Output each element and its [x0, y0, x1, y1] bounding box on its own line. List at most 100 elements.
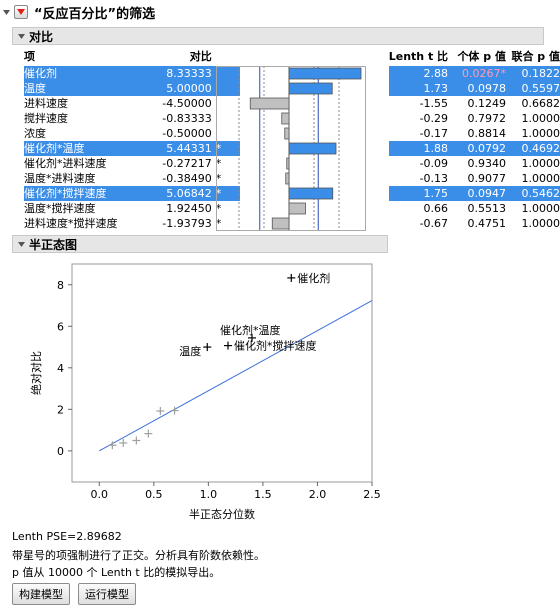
data-point[interactable]: [144, 429, 153, 438]
table-row[interactable]: 催化剂 8.33333 2.88 0.0267* 0.1822: [24, 66, 560, 81]
point-label: 催化剂*搅拌速度: [234, 339, 317, 353]
contrast-cell: -1.93793: [162, 217, 212, 230]
red-triangle-icon: [17, 9, 25, 15]
contrast-bar: [288, 82, 333, 95]
table-row[interactable]: 进料速度 -4.50000 -1.55 0.1249 0.6682: [24, 96, 560, 111]
table-row[interactable]: 催化剂*搅拌速度 5.06842 * 1.75 0.0947 0.5462: [24, 186, 560, 201]
indiv-p-cell: 0.1249: [467, 97, 506, 110]
term-cell: 温度*进料速度: [24, 172, 96, 185]
lenth-pse-text: Lenth PSE=2.89682: [12, 530, 122, 543]
contrast-cell: 8.33333: [145, 66, 212, 81]
point-label: 温度: [179, 344, 201, 358]
contrast-cell: 1.92450: [166, 202, 212, 215]
lenth-t-cell: 1.73: [388, 81, 449, 96]
contrast-bar: [281, 112, 290, 125]
lenth-t-cell: 1.88: [388, 141, 449, 156]
simul-p-cell: 0.4692: [505, 141, 560, 156]
data-point[interactable]: [287, 273, 296, 282]
indiv-p-cell: 0.9077: [467, 172, 506, 185]
red-triangle-menu-button[interactable]: [14, 5, 28, 19]
contrast-section-header[interactable]: 对比: [12, 27, 544, 45]
lenth-t-cell: -0.67: [419, 217, 449, 230]
orthogonal-star-cell: [211, 81, 240, 96]
simul-p-cell: 1.0000: [521, 112, 560, 125]
point-label: 催化剂*温度: [220, 323, 281, 337]
col-header-lenth-t[interactable]: Lenth t 比: [388, 50, 449, 63]
table-row[interactable]: 浓度 -0.50000 -0.17 0.8814 1.0000: [24, 126, 560, 141]
contrast-bar: [288, 202, 306, 215]
table-row[interactable]: 温度*搅拌速度 1.92450 * 0.66 0.5513 1.0000: [24, 201, 560, 216]
y-tick-label: 8: [57, 279, 64, 292]
table-row[interactable]: 搅拌速度 -0.83333 -0.29 0.7972 1.0000: [24, 111, 560, 126]
table-row[interactable]: 温度 5.00000 1.73 0.0978 0.5597: [24, 81, 560, 96]
indiv-p-cell: 0.0792: [448, 141, 506, 156]
simul-p-cell: 0.6682: [521, 97, 560, 110]
col-header-contrast[interactable]: 对比: [189, 50, 212, 63]
contrast-bar: [288, 142, 337, 155]
y-tick-label: 6: [57, 320, 64, 333]
simul-p-cell: 1.0000: [521, 172, 560, 185]
term-cell: 催化剂*温度: [24, 141, 146, 156]
data-point[interactable]: [248, 333, 256, 342]
orthogonal-star-cell: *: [211, 186, 240, 201]
indiv-p-cell: 0.0267*: [448, 66, 506, 81]
bar-chart-frame: [216, 66, 366, 231]
y-tick-label: 4: [57, 362, 64, 375]
table-row[interactable]: 进料速度*搅拌速度 -1.93793 * -0.67 0.4751 1.0000: [24, 216, 560, 231]
indiv-p-cell: 0.0947: [448, 186, 506, 201]
table-row[interactable]: 催化剂*温度 5.44331 * 1.88 0.0792 0.4692: [24, 141, 560, 156]
indiv-p-cell: 0.7972: [467, 112, 506, 125]
y-axis-label: 绝对对比: [29, 351, 43, 395]
col-header-term[interactable]: 项: [24, 50, 35, 63]
x-axis-label: 半正态分位数: [189, 507, 255, 521]
contrast-cell: -0.38490: [162, 172, 212, 185]
contrast-section-title: 对比: [29, 29, 54, 44]
indiv-p-cell: 0.4751: [467, 217, 506, 230]
term-cell: 温度*搅拌速度: [24, 202, 96, 215]
term-cell: 温度: [24, 81, 146, 96]
data-point[interactable]: [132, 436, 141, 445]
run-model-button[interactable]: 运行模型: [78, 583, 136, 605]
lenth-t-cell: -0.09: [419, 157, 449, 170]
orthogonal-star-cell: *: [215, 202, 222, 215]
contrast-cell: 5.44331: [145, 141, 212, 156]
x-tick-label: 0.5: [145, 488, 163, 501]
x-tick-label: 2.5: [363, 488, 381, 501]
table-row[interactable]: 催化剂*进料速度 -0.27217 * -0.09 0.9340 1.0000: [24, 156, 560, 171]
data-point[interactable]: [108, 441, 117, 450]
disclosure-open-icon[interactable]: [2, 8, 11, 17]
term-cell: 催化剂*进料速度: [24, 157, 107, 170]
lenth-t-cell: -0.13: [419, 172, 449, 185]
indiv-p-cell: 0.8814: [467, 127, 506, 140]
col-header-indiv-p[interactable]: 个体 p 值: [457, 50, 506, 63]
half-normal-section-header[interactable]: 半正态图: [12, 235, 388, 253]
data-point[interactable]: [170, 406, 179, 415]
x-tick-label: 1.5: [254, 488, 272, 501]
contrast-bar: [249, 97, 290, 110]
lenth-t-cell: -0.29: [419, 112, 449, 125]
term-cell: 进料速度: [24, 97, 68, 110]
data-point[interactable]: [156, 406, 165, 415]
orthogonal-star-cell: *: [215, 217, 222, 230]
data-point[interactable]: [203, 343, 212, 352]
contrast-cell: -0.83333: [162, 112, 212, 125]
contrast-bar: [271, 217, 290, 230]
simul-p-cell: 1.0000: [521, 202, 560, 215]
term-cell: 催化剂: [24, 66, 146, 81]
data-point[interactable]: [224, 341, 232, 350]
point-label: 催化剂: [297, 271, 330, 285]
contrast-cell: 5.00000: [145, 81, 212, 96]
table-header-row: 项 对比 Lenth t 比 个体 p 值 联合 p 值: [24, 48, 560, 66]
contrast-bar: [286, 157, 290, 170]
orthogonal-star-cell: *: [215, 172, 222, 185]
term-cell: 进料速度*搅拌速度: [24, 217, 118, 230]
simul-p-cell: 1.0000: [521, 157, 560, 170]
simul-p-cell: 0.5597: [505, 81, 560, 96]
contrast-cell: -0.50000: [162, 127, 212, 140]
make-model-button[interactable]: 构建模型: [12, 583, 70, 605]
term-cell: 催化剂*搅拌速度: [24, 186, 146, 201]
table-row[interactable]: 温度*进料速度 -0.38490 * -0.13 0.9077 1.0000: [24, 171, 560, 186]
data-point[interactable]: [119, 438, 128, 447]
col-header-simul-p[interactable]: 联合 p 值: [511, 50, 560, 63]
simul-p-cell: 1.0000: [521, 127, 560, 140]
